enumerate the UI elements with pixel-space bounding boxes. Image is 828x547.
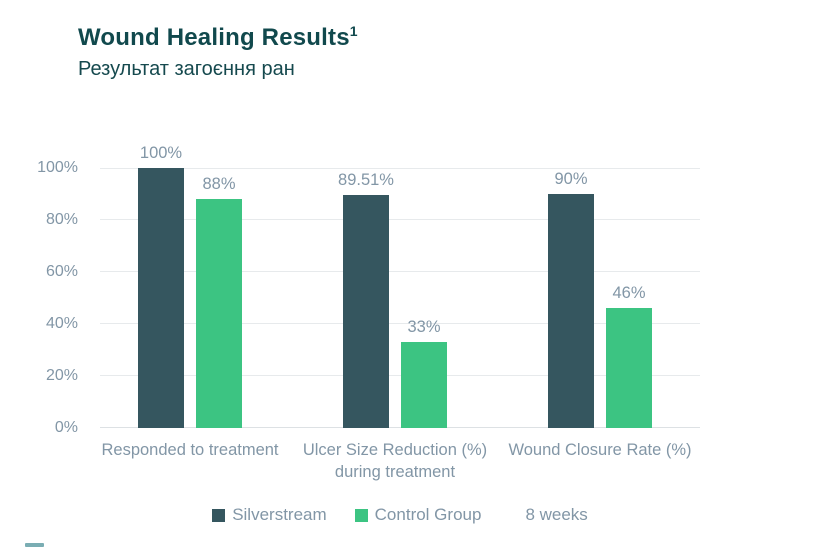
x-axis: Responded to treatment Ulcer Size Reducti… xyxy=(100,440,700,492)
gridline-60 xyxy=(100,271,700,272)
legend-note-duration: 8 weeks xyxy=(525,505,588,524)
footnote-marker: 1 xyxy=(349,23,358,39)
chart-title-text: Wound Healing Results xyxy=(78,24,350,51)
bar-control-group-2 xyxy=(606,308,652,428)
bar-value-label-control-group-1: 33% xyxy=(407,318,441,337)
bar-value-label-silverstream-0: 100% xyxy=(139,144,183,162)
bar-silverstream-1 xyxy=(343,195,389,428)
y-axis-tick-label: 40% xyxy=(45,315,78,332)
gridline-0 xyxy=(100,427,700,428)
bar-silverstream-2 xyxy=(548,194,594,428)
gridline-40 xyxy=(100,323,700,324)
bar-value-label-control-group-2: 46% xyxy=(612,284,646,303)
bar-silverstream-0 xyxy=(138,168,184,428)
gridline-20 xyxy=(100,375,700,376)
y-axis-tick-label: 60% xyxy=(45,263,78,280)
chart-legend: Silverstream Control Group 8 weeks xyxy=(100,505,700,525)
bar-control-group-0 xyxy=(196,199,242,428)
y-axis-tick-label: 0% xyxy=(54,419,78,436)
y-axis-tick-label: 80% xyxy=(45,211,78,228)
legend-item-control-group: Control Group xyxy=(354,505,482,525)
bar-value-label-silverstream-2: 90% xyxy=(554,170,588,188)
legend-label-control-group: Control Group xyxy=(374,505,482,524)
legend-label-silverstream: Silverstream xyxy=(232,505,327,524)
bar-value-label-control-group-0: 88% xyxy=(202,175,236,194)
gridline-100 xyxy=(100,168,700,169)
y-axis: 0% 20% 40% 60% 80% 100% xyxy=(18,159,78,436)
plot-area: 100% 88% 89.51% 33% 90% 46% xyxy=(100,144,700,428)
cropped-line-fragment xyxy=(25,543,44,547)
chart-title: Wound Healing Results1 xyxy=(78,24,358,52)
bar-control-group-1 xyxy=(401,342,447,428)
chart-subtitle: Результат загоєння ран xyxy=(78,58,295,80)
legend-marker-silverstream xyxy=(212,508,226,522)
legend-item-silverstream: Silverstream xyxy=(212,505,327,525)
x-axis-category-label-2: Wound Closure Rate (%) xyxy=(508,441,692,459)
legend-marker-control-group xyxy=(354,508,368,522)
y-axis-tick-label: 20% xyxy=(45,367,78,384)
bar-value-label-silverstream-1: 89.51% xyxy=(338,171,394,190)
y-axis-tick-label: 100% xyxy=(37,159,78,176)
gridline-80 xyxy=(100,219,700,220)
x-axis-category-label-1: Ulcer Size Reduction (%) during treatmen… xyxy=(302,441,488,481)
x-axis-category-label-0: Responded to treatment xyxy=(101,441,279,459)
